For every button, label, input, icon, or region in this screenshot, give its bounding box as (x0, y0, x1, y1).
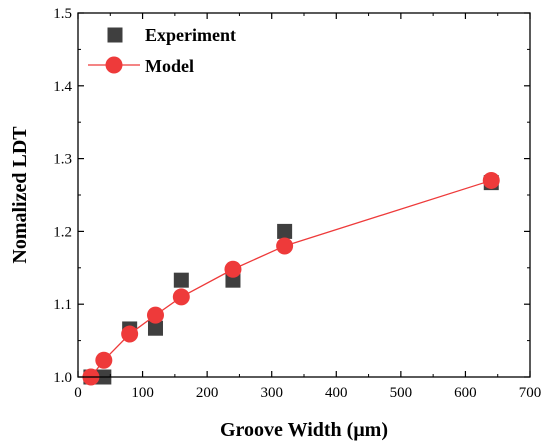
x-tick-label: 200 (196, 385, 219, 401)
model-line (90, 179, 492, 378)
model-point (224, 260, 242, 278)
model-point (146, 306, 164, 324)
model-point (482, 171, 500, 189)
legend-experiment-label: Experiment (145, 25, 236, 45)
model-point (276, 237, 294, 255)
y-tick-label: 1.3 (53, 152, 72, 168)
x-tick-label: 300 (260, 385, 283, 401)
experiment-point (147, 320, 163, 336)
model-point (121, 325, 139, 343)
y-tick-label: 1.1 (53, 297, 72, 313)
axis-ticks: 0 100 200 300 400 500 600 700 1.0 1.1 1.2 1.3 1.4 1.5 (53, 6, 541, 401)
y-tick-label: 1.2 (53, 224, 72, 240)
x-axis-title: Groove Width (μm) (220, 419, 388, 441)
plot-marks (82, 171, 500, 386)
legend-model-label: Model (145, 56, 194, 76)
x-tick-label: 500 (390, 385, 413, 401)
y-axis-title: Nomalized LDT (9, 126, 31, 264)
y-tick-label: 1.5 (53, 6, 72, 22)
x-tick-label: 600 (454, 385, 477, 401)
model-point (95, 351, 113, 369)
x-tick-label: 400 (325, 385, 348, 401)
experiment-point (173, 272, 189, 288)
legend: Experiment Model (88, 25, 236, 76)
x-tick-label: 0 (74, 385, 82, 401)
experiment-point (277, 223, 293, 239)
x-tick-label: 700 (519, 385, 542, 401)
legend-experiment-marker (107, 27, 123, 43)
x-tick-label: 100 (131, 385, 154, 401)
y-tick-label: 1.0 (53, 370, 72, 386)
legend-model-marker (105, 56, 123, 74)
y-tick-label: 1.4 (53, 79, 72, 95)
model-point (172, 288, 190, 306)
